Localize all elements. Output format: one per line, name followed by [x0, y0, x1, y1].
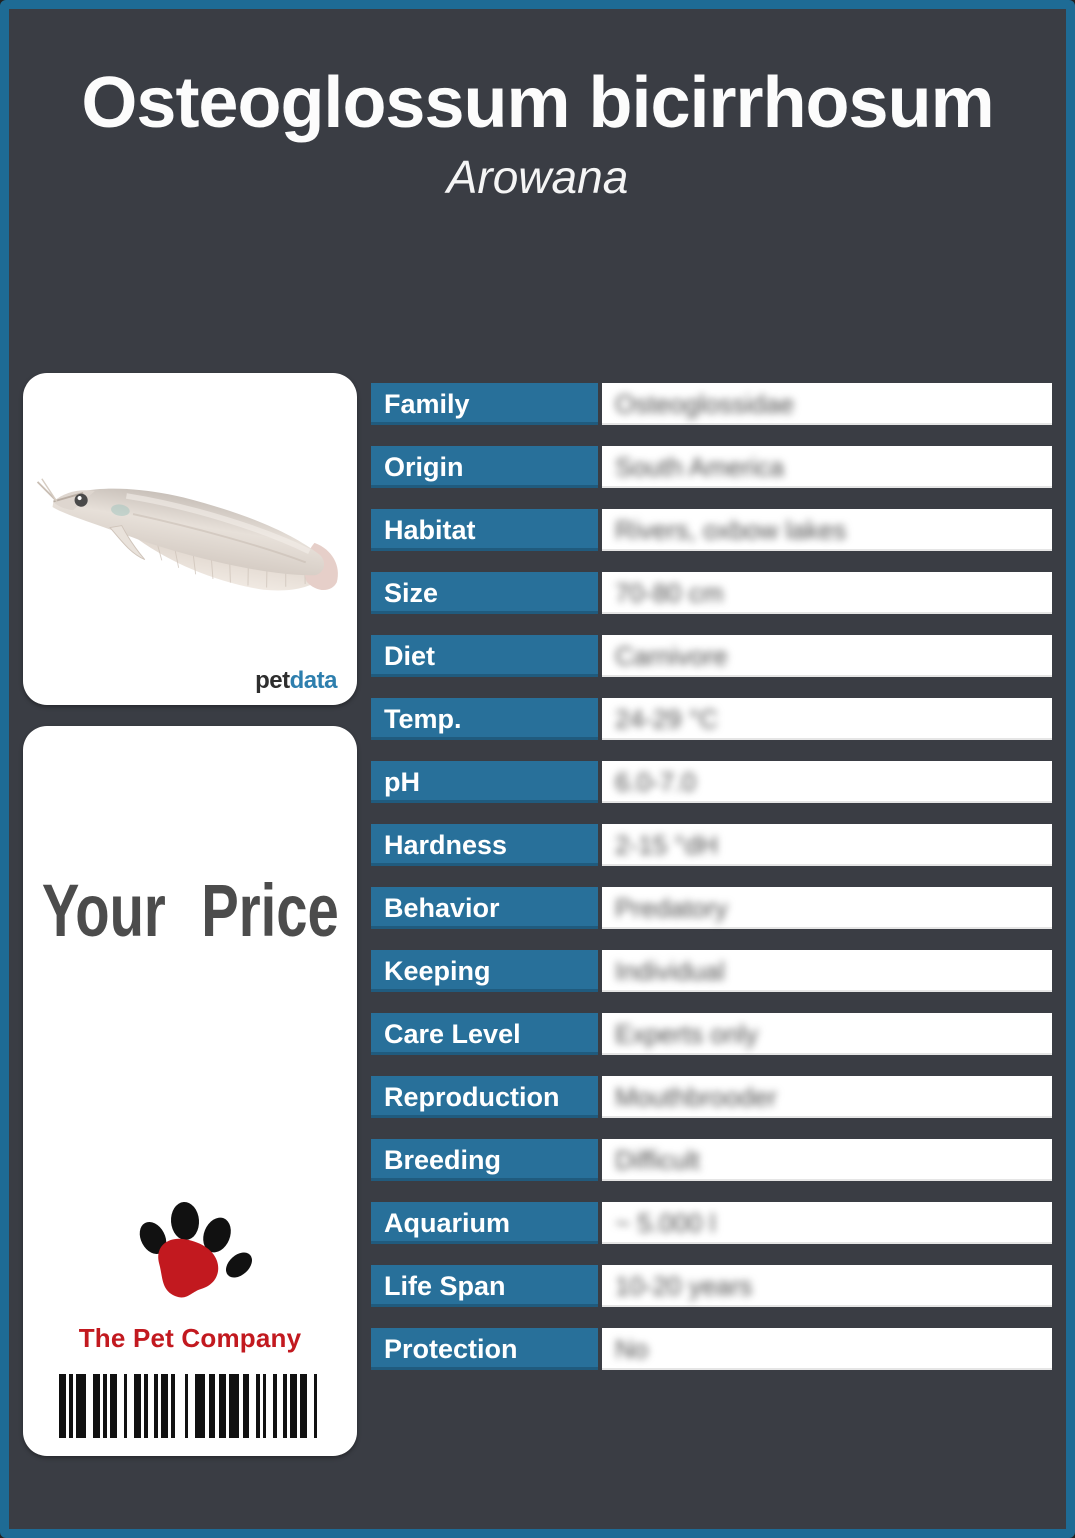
row-value: 2-15 °dH [602, 824, 1052, 866]
row-label: Behavior [371, 887, 598, 929]
row-value: ~ 5.000 l [602, 1202, 1052, 1244]
table-row: Temp. 24-29 °C [371, 698, 1052, 740]
row-value-text: Individual [615, 955, 725, 986]
row-value-text: Mouthbrooder [615, 1081, 777, 1112]
row-value-text: ~ 5.000 l [615, 1207, 716, 1238]
table-row: Diet Carnivore [371, 635, 1052, 677]
petdata-logo: petdata [255, 667, 337, 695]
price-label: Your Price [41, 869, 339, 952]
price-card: Your Price The Pet [23, 726, 357, 1456]
table-row: pH 6.0-7.0 [371, 761, 1052, 803]
row-value-text: 10-20 years [615, 1270, 753, 1301]
row-label: pH [371, 761, 598, 803]
table-row: Protection No [371, 1328, 1052, 1370]
table-row: Keeping Individual [371, 950, 1052, 992]
row-label: Temp. [371, 698, 598, 740]
row-value: Mouthbrooder [602, 1076, 1052, 1118]
row-value: Predatory [602, 887, 1052, 929]
row-value-text: 70-80 cm [615, 577, 724, 608]
row-value-text: Predatory [615, 892, 728, 923]
petdata-logo-pet: pet [255, 667, 290, 694]
row-value: No [602, 1328, 1052, 1370]
fish-image [29, 469, 351, 619]
table-row: Life Span 10-20 years [371, 1265, 1052, 1307]
row-value: Difficult [602, 1139, 1052, 1181]
row-value-text: Carnivore [615, 640, 728, 671]
content-area: petdata Your Price [23, 373, 1052, 1529]
row-value: Carnivore [602, 635, 1052, 677]
table-row: Size 70-80 cm [371, 572, 1052, 614]
row-value: 24-29 °C [602, 698, 1052, 740]
row-value: 70-80 cm [602, 572, 1052, 614]
row-label: Reproduction [371, 1076, 598, 1118]
table-row: Breeding Difficult [371, 1139, 1052, 1181]
row-value-text: 2-15 °dH [615, 829, 718, 860]
row-value-text: 6.0-7.0 [615, 766, 696, 797]
row-value-text: Experts only [615, 1018, 759, 1049]
petdata-logo-data: data [289, 667, 338, 694]
row-label: Protection [371, 1328, 598, 1370]
table-row: Aquarium ~ 5.000 l [371, 1202, 1052, 1244]
row-label: Care Level [371, 1013, 598, 1055]
row-value: 10-20 years [602, 1265, 1052, 1307]
row-value-text: Osteoglossidae [615, 388, 795, 419]
right-column: Family Osteoglossidae Origin South America H… [371, 373, 1052, 1529]
row-value-text: 24-29 °C [615, 703, 718, 734]
row-label: Habitat [371, 509, 598, 551]
row-value: 6.0-7.0 [602, 761, 1052, 803]
pet-company-logo: The Pet Company [79, 1193, 302, 1354]
row-label: Diet [371, 635, 598, 677]
table-row: Habitat Rivers, oxbow lakes [371, 509, 1052, 551]
company-name: The Pet Company [78, 1323, 302, 1353]
row-label: Aquarium [371, 1202, 598, 1244]
species-table: Family Osteoglossidae Origin South America H… [371, 383, 1052, 1370]
paw-icon [115, 1193, 265, 1321]
row-value-text: Difficult [615, 1144, 700, 1175]
row-label: Life Span [371, 1265, 598, 1307]
row-value: Experts only [602, 1013, 1052, 1055]
row-label: Size [371, 572, 598, 614]
row-value: South America [602, 446, 1052, 488]
row-value-text: South America [615, 451, 785, 482]
row-label: Origin [371, 446, 598, 488]
row-value: Rivers, oxbow lakes [602, 509, 1052, 551]
table-row: Behavior Predatory [371, 887, 1052, 929]
header: Osteoglossum bicirrhosum Arowana [9, 61, 1066, 205]
table-row: Hardness 2-15 °dH [371, 824, 1052, 866]
page-subtitle: Arowana [446, 150, 629, 203]
row-label: Hardness [371, 824, 598, 866]
table-row: Reproduction Mouthbrooder [371, 1076, 1052, 1118]
row-label: Keeping [371, 950, 598, 992]
table-row: Origin South America [371, 446, 1052, 488]
left-column: petdata Your Price [23, 373, 357, 1529]
table-row: Care Level Experts only [371, 1013, 1052, 1055]
row-label: Family [371, 383, 598, 425]
photo-card: petdata [23, 373, 357, 705]
barcode [59, 1374, 320, 1438]
row-value-text: No [615, 1333, 649, 1364]
table-row: Family Osteoglossidae [371, 383, 1052, 425]
page-title: Osteoglossum bicirrhosum [81, 63, 994, 143]
row-value: Osteoglossidae [602, 383, 1052, 425]
row-label: Breeding [371, 1139, 598, 1181]
row-value: Individual [602, 950, 1052, 992]
row-value-text: Rivers, oxbow lakes [615, 514, 847, 545]
